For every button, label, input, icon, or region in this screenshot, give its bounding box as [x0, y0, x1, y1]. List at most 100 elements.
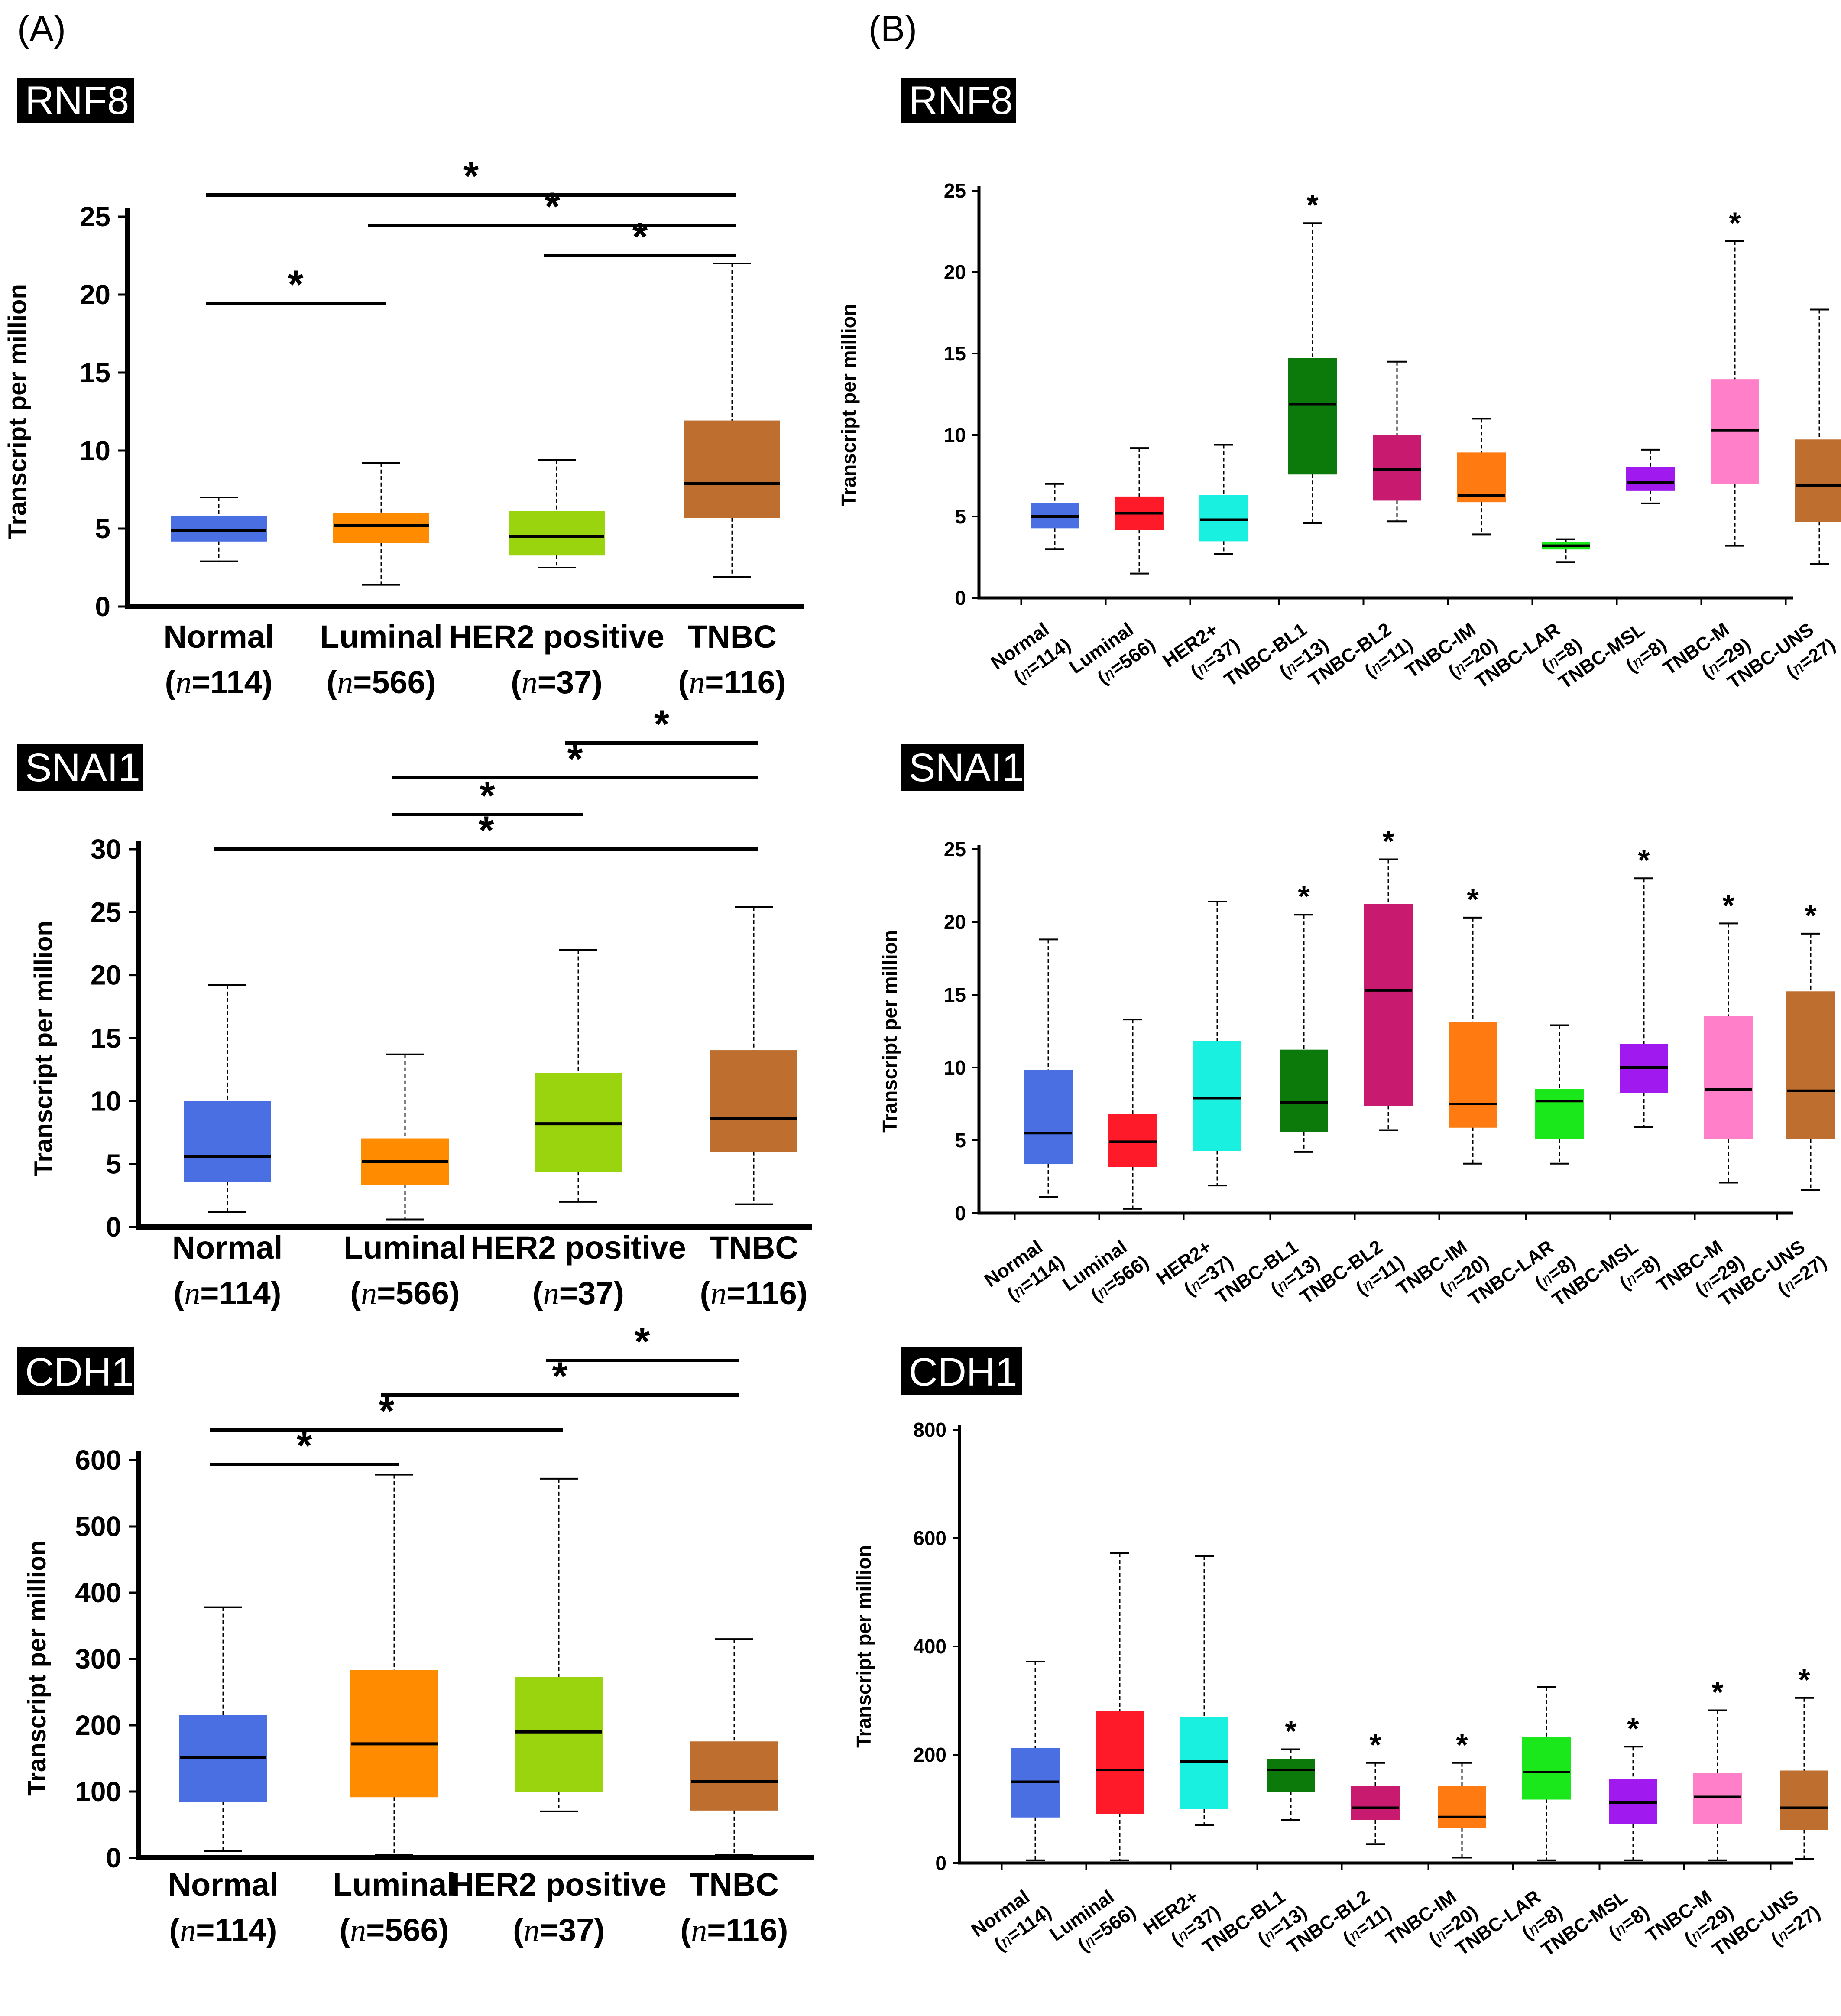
box-tnbc: TNBC (n=116)	[678, 263, 786, 701]
iqr-box	[690, 1741, 778, 1811]
iqr-box	[710, 1050, 797, 1152]
iqr-box	[1193, 1041, 1241, 1151]
iqr-box	[1288, 358, 1337, 475]
iqr-box	[1711, 379, 1759, 484]
iqr-box	[1535, 1089, 1584, 1139]
significance-star: *	[288, 263, 304, 307]
gene-badge	[17, 78, 134, 123]
box-luminal: Luminal (n=566)	[333, 1474, 456, 1948]
y-axis-label: Transcript per million	[3, 284, 32, 539]
iqr-box	[350, 1670, 438, 1798]
category-label: HER2 positive	[470, 1230, 686, 1266]
y-tick-label: 800	[913, 1419, 946, 1441]
y-tick-label: 500	[75, 1511, 121, 1542]
significance-star: *	[1456, 1728, 1468, 1762]
significance-star: *	[1369, 1728, 1381, 1762]
significance-star: *	[1467, 883, 1479, 916]
gene-badge	[901, 744, 1024, 791]
category-label: Luminal	[320, 619, 443, 655]
iqr-box	[333, 513, 429, 543]
significance-star: *	[654, 702, 670, 747]
y-tick-label: 100	[75, 1776, 121, 1807]
gene-title: RNF8	[909, 78, 1013, 123]
box-tnbc: TNBC (n=116)	[700, 906, 807, 1312]
y-tick-label: 200	[913, 1743, 946, 1766]
y-tick-label: 10	[91, 1085, 121, 1117]
y-tick-label: 25	[944, 179, 966, 202]
iqr-box	[1364, 904, 1413, 1106]
category-n-label: (n=37)	[532, 1275, 624, 1312]
iqr-box	[1024, 1070, 1073, 1164]
panel-label-a: (A)	[17, 8, 66, 49]
category-n-label: (n=37)	[513, 1912, 605, 1948]
iqr-box	[171, 516, 267, 542]
y-axis-label: Transcript per million	[23, 1540, 51, 1796]
y-tick-label: 600	[75, 1445, 121, 1476]
iqr-box	[1180, 1717, 1228, 1809]
category-n-label: (n=114)	[169, 1912, 277, 1948]
iqr-box	[1457, 452, 1506, 503]
box-normal: Normal (n=114)	[172, 984, 282, 1312]
y-tick-label: 20	[80, 279, 110, 310]
iqr-box	[1096, 1711, 1144, 1814]
box-luminal: Luminal (n=566)	[344, 1053, 467, 1312]
y-tick-label: 15	[80, 357, 110, 388]
significance-star: *	[1298, 880, 1310, 913]
gene-badge	[17, 1347, 134, 1395]
iqr-box	[1786, 991, 1835, 1139]
chart-a-rnf8: RNF8 0 5 10 15 20 25 Transcript per million Norm…	[3, 78, 804, 701]
y-tick-label: 10	[80, 435, 110, 466]
category-n-label: (n=114)	[174, 1275, 282, 1312]
y-tick-label: 25	[91, 896, 121, 928]
box-her2-positive: HER2 positive (n=37)	[449, 459, 664, 701]
significance-star: *	[1805, 899, 1817, 932]
y-tick-label: 20	[91, 960, 121, 991]
significance-star: *	[463, 154, 479, 198]
y-tick-label: 20	[944, 911, 966, 933]
iqr-box	[515, 1677, 603, 1792]
box-her2-positive: HER2 positive (n=37)	[451, 1477, 667, 1948]
category-label: Luminal	[333, 1867, 456, 1902]
y-axis-label: Transcript per million	[837, 304, 860, 506]
chart-a-cdh1: CDH1 0 100 200 300 400 500 600 Transcript per mi…	[17, 1320, 814, 1948]
category-n-label: (n=37)	[511, 664, 603, 701]
significance-star: *	[1306, 188, 1319, 222]
significance-star: *	[1638, 843, 1650, 877]
box-tnbc: TNBC (n=116)	[681, 1638, 788, 1948]
y-tick-label: 15	[91, 1023, 121, 1054]
iqr-box	[1693, 1773, 1742, 1824]
iqr-box	[509, 511, 605, 556]
y-tick-label: 20	[944, 261, 966, 283]
y-tick-label: 0	[955, 587, 966, 609]
y-axis-label: Transcript per million	[852, 1545, 875, 1748]
y-tick-label: 400	[913, 1635, 946, 1658]
y-tick-label: 15	[944, 984, 966, 1006]
significance-star: *	[1382, 825, 1394, 858]
iqr-box	[1449, 1022, 1497, 1128]
iqr-box	[1267, 1759, 1315, 1792]
gene-title: SNAI1	[25, 746, 140, 790]
category-n-label: (n=566)	[327, 664, 436, 701]
category-label: TNBC	[709, 1230, 798, 1266]
y-tick-label: 5	[95, 513, 110, 544]
category-n-label: (n=114)	[165, 664, 273, 701]
y-tick-label: 15	[944, 342, 966, 365]
significance-star: *	[1627, 1711, 1639, 1745]
significance-star: *	[480, 774, 495, 818]
category-n-label: (n=116)	[678, 664, 786, 701]
y-tick-label: 10	[944, 1056, 966, 1079]
y-axis-label: Transcript per million	[29, 921, 58, 1176]
y-tick-label: 400	[75, 1577, 121, 1608]
category-label: Normal	[168, 1867, 279, 1902]
gene-title: SNAI1	[909, 746, 1024, 790]
category-label: Luminal	[344, 1230, 467, 1266]
iqr-box	[1373, 435, 1421, 501]
significance-star: *	[1285, 1714, 1297, 1748]
iqr-box	[184, 1101, 271, 1182]
category-n-label: (n=116)	[681, 1912, 788, 1948]
y-tick-label: 200	[75, 1710, 121, 1741]
box-luminal: Luminal (n=566)	[320, 462, 443, 701]
significance-star: *	[1722, 888, 1734, 922]
y-tick-label: 5	[106, 1149, 121, 1180]
